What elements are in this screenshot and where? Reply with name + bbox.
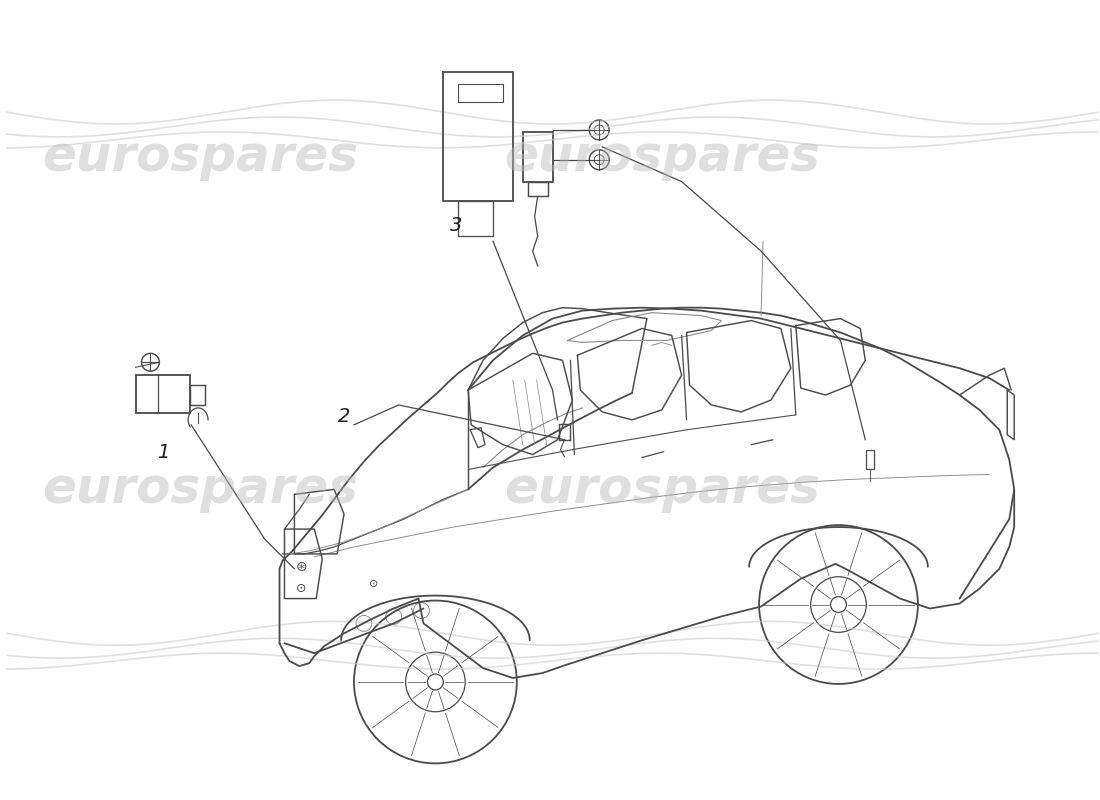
Text: eurospares: eurospares [504,466,820,514]
Text: 3: 3 [450,216,462,235]
Text: eurospares: eurospares [42,133,359,181]
Text: ⊛: ⊛ [296,560,307,574]
Bar [522,132,552,182]
Text: eurospares: eurospares [42,466,359,514]
Bar [867,450,875,470]
Text: ⊙: ⊙ [370,578,378,589]
Text: eurospares: eurospares [504,133,820,181]
Bar [559,424,571,440]
Text: ⊙: ⊙ [296,582,307,595]
Bar [190,385,205,405]
Text: 2: 2 [338,407,350,426]
Bar [135,375,190,413]
Bar [528,182,548,197]
Text: 1: 1 [157,442,169,462]
